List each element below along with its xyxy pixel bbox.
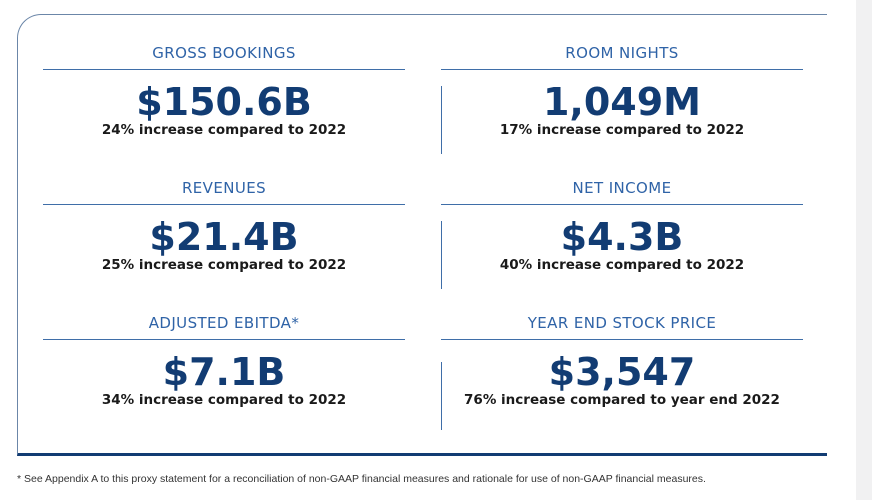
- metric-value: $4.3B: [560, 215, 684, 259]
- metric-rule: [441, 204, 803, 205]
- metric-note: 25% increase compared to 2022: [101, 257, 347, 273]
- metric-gross-bookings: GROSS BOOKINGS $150.6B 24% increase comp…: [43, 43, 405, 139]
- metric-note: 76% increase compared to year end 2022: [464, 392, 780, 408]
- metric-adjusted-ebitda: ADJUSTED EBITDA* $7.1B 34% increase comp…: [43, 313, 405, 409]
- metrics-card: GROSS BOOKINGS $150.6B 24% increase comp…: [17, 14, 827, 456]
- metric-label: YEAR END STOCK PRICE: [527, 314, 717, 332]
- metric-note: 34% increase compared to 2022: [101, 392, 347, 408]
- metric-year-end-stock-price: YEAR END STOCK PRICE $3,547 76% increase…: [441, 313, 803, 409]
- page-edge-strip: [856, 0, 872, 500]
- metric-value: $21.4B: [149, 215, 299, 259]
- metric-rule: [441, 339, 803, 340]
- metric-note: 17% increase compared to 2022: [499, 122, 745, 138]
- metric-value: 1,049M: [542, 80, 701, 124]
- footnote: * See Appendix A to this proxy statement…: [17, 473, 706, 485]
- metric-value: $7.1B: [162, 350, 286, 394]
- metric-note: 40% increase compared to 2022: [499, 257, 745, 273]
- metric-note: 24% increase compared to 2022: [101, 122, 347, 138]
- metric-value: $150.6B: [136, 80, 312, 124]
- metric-label: REVENUES: [181, 179, 267, 197]
- metric-label: GROSS BOOKINGS: [152, 44, 296, 62]
- metric-value: $3,547: [548, 350, 696, 394]
- metric-rule: [43, 204, 405, 205]
- column-divider-row-1: [441, 86, 442, 154]
- metric-revenues: REVENUES $21.4B 25% increase compared to…: [43, 178, 405, 274]
- metric-room-nights: ROOM NIGHTS 1,049M 17% increase compared…: [441, 43, 803, 139]
- metric-rule: [441, 69, 803, 70]
- column-divider-row-3: [441, 362, 442, 430]
- metric-label: ROOM NIGHTS: [565, 44, 679, 62]
- metric-label: NET INCOME: [572, 179, 672, 197]
- metric-rule: [43, 339, 405, 340]
- metric-rule: [43, 69, 405, 70]
- column-divider-row-2: [441, 221, 442, 289]
- metric-net-income: NET INCOME $4.3B 40% increase compared t…: [441, 178, 803, 274]
- metric-label: ADJUSTED EBITDA*: [148, 314, 300, 332]
